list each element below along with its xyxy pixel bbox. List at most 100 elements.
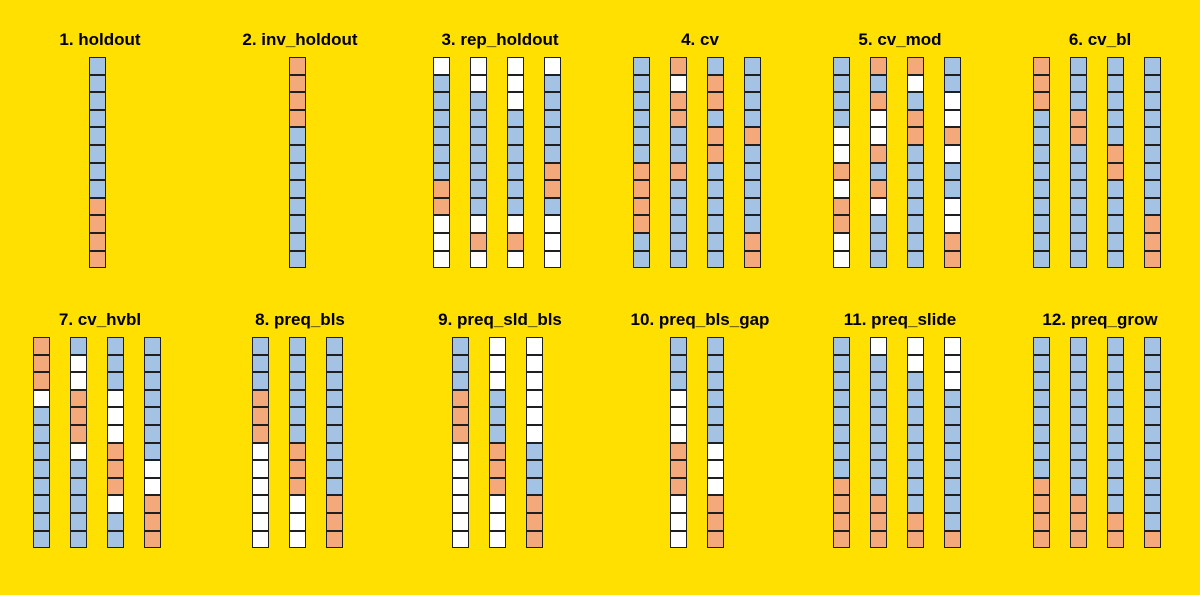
train-block bbox=[544, 127, 561, 145]
train-block bbox=[289, 389, 306, 408]
train-block bbox=[144, 425, 161, 443]
test-block bbox=[633, 180, 650, 198]
fold-column bbox=[1144, 337, 1161, 549]
test-block bbox=[107, 460, 124, 478]
train-block bbox=[289, 180, 306, 198]
panel-title: 12. preq_grow bbox=[1042, 310, 1158, 329]
test-block bbox=[89, 250, 106, 269]
train-block bbox=[289, 337, 306, 355]
train-block bbox=[670, 127, 687, 145]
panel-title: 6. cv_bl bbox=[1068, 30, 1132, 49]
train-block bbox=[707, 354, 724, 373]
train-block bbox=[833, 407, 850, 425]
panel-title: 8. preq_bls bbox=[255, 310, 345, 329]
train-block bbox=[1033, 442, 1050, 461]
train-block bbox=[1144, 162, 1161, 181]
train-block bbox=[907, 180, 924, 198]
train-block bbox=[326, 354, 343, 373]
fold-column bbox=[633, 57, 650, 269]
train-block bbox=[633, 250, 650, 269]
unused-block bbox=[833, 127, 850, 145]
train-block bbox=[944, 180, 961, 198]
unused-block bbox=[526, 425, 543, 443]
train-block bbox=[544, 109, 561, 128]
train-block bbox=[944, 407, 961, 425]
test-block bbox=[1033, 530, 1050, 549]
train-block bbox=[633, 145, 650, 163]
train-block bbox=[33, 477, 50, 496]
unused-block bbox=[944, 337, 961, 355]
train-block bbox=[1070, 197, 1087, 216]
train-block bbox=[707, 233, 724, 251]
fold-column bbox=[89, 57, 106, 269]
train-block bbox=[89, 127, 106, 145]
train-block bbox=[833, 337, 850, 355]
panel-8: 8. preq_bls bbox=[200, 310, 400, 570]
test-block bbox=[1107, 162, 1124, 181]
train-block bbox=[1144, 477, 1161, 496]
train-block bbox=[907, 460, 924, 478]
unused-block bbox=[489, 354, 506, 373]
train-block bbox=[470, 109, 487, 128]
train-block bbox=[544, 92, 561, 110]
train-block bbox=[144, 372, 161, 390]
fold-column bbox=[33, 337, 50, 549]
train-block bbox=[707, 180, 724, 198]
train-block bbox=[144, 389, 161, 408]
train-block bbox=[1107, 180, 1124, 198]
train-block bbox=[1033, 162, 1050, 181]
test-block bbox=[944, 530, 961, 549]
panel-title: 4. cv bbox=[681, 30, 719, 49]
train-block bbox=[326, 460, 343, 478]
test-block bbox=[89, 233, 106, 251]
train-block bbox=[670, 250, 687, 269]
test-block bbox=[670, 109, 687, 128]
unused-block bbox=[944, 92, 961, 110]
train-block bbox=[1033, 233, 1050, 251]
train-block bbox=[707, 197, 724, 216]
test-block bbox=[1070, 109, 1087, 128]
fold-column bbox=[870, 337, 887, 549]
test-block bbox=[489, 460, 506, 478]
unused-block bbox=[433, 57, 450, 75]
unused-block bbox=[107, 425, 124, 443]
fold-column bbox=[707, 57, 724, 269]
train-block bbox=[833, 109, 850, 128]
fold-column bbox=[289, 57, 306, 269]
train-block bbox=[433, 74, 450, 93]
train-block bbox=[544, 74, 561, 93]
unused-block bbox=[707, 460, 724, 478]
test-block bbox=[907, 127, 924, 145]
fold-column bbox=[144, 337, 161, 549]
train-block bbox=[944, 162, 961, 181]
train-block bbox=[33, 530, 50, 549]
train-block bbox=[470, 197, 487, 216]
train-block bbox=[1033, 197, 1050, 216]
panel-7: 7. cv_hvbl bbox=[0, 310, 200, 570]
train-block bbox=[452, 337, 469, 355]
test-block bbox=[833, 197, 850, 216]
panel-title: 11. preq_slide bbox=[843, 310, 957, 329]
train-block bbox=[326, 372, 343, 390]
train-block bbox=[252, 337, 269, 355]
train-block bbox=[944, 389, 961, 408]
train-block bbox=[33, 442, 50, 461]
train-block bbox=[707, 109, 724, 128]
train-block bbox=[1144, 109, 1161, 128]
test-block bbox=[1144, 215, 1161, 233]
fold-column bbox=[1070, 337, 1087, 549]
test-block bbox=[489, 477, 506, 496]
test-block bbox=[907, 513, 924, 531]
unused-block bbox=[507, 250, 524, 269]
train-block bbox=[907, 250, 924, 269]
train-block bbox=[1107, 442, 1124, 461]
train-block bbox=[1070, 460, 1087, 478]
test-block bbox=[526, 513, 543, 531]
test-block bbox=[252, 425, 269, 443]
train-block bbox=[144, 354, 161, 373]
train-block bbox=[1107, 197, 1124, 216]
test-block bbox=[870, 92, 887, 110]
train-block bbox=[1144, 92, 1161, 110]
train-block bbox=[470, 145, 487, 163]
fold-column bbox=[433, 57, 450, 269]
